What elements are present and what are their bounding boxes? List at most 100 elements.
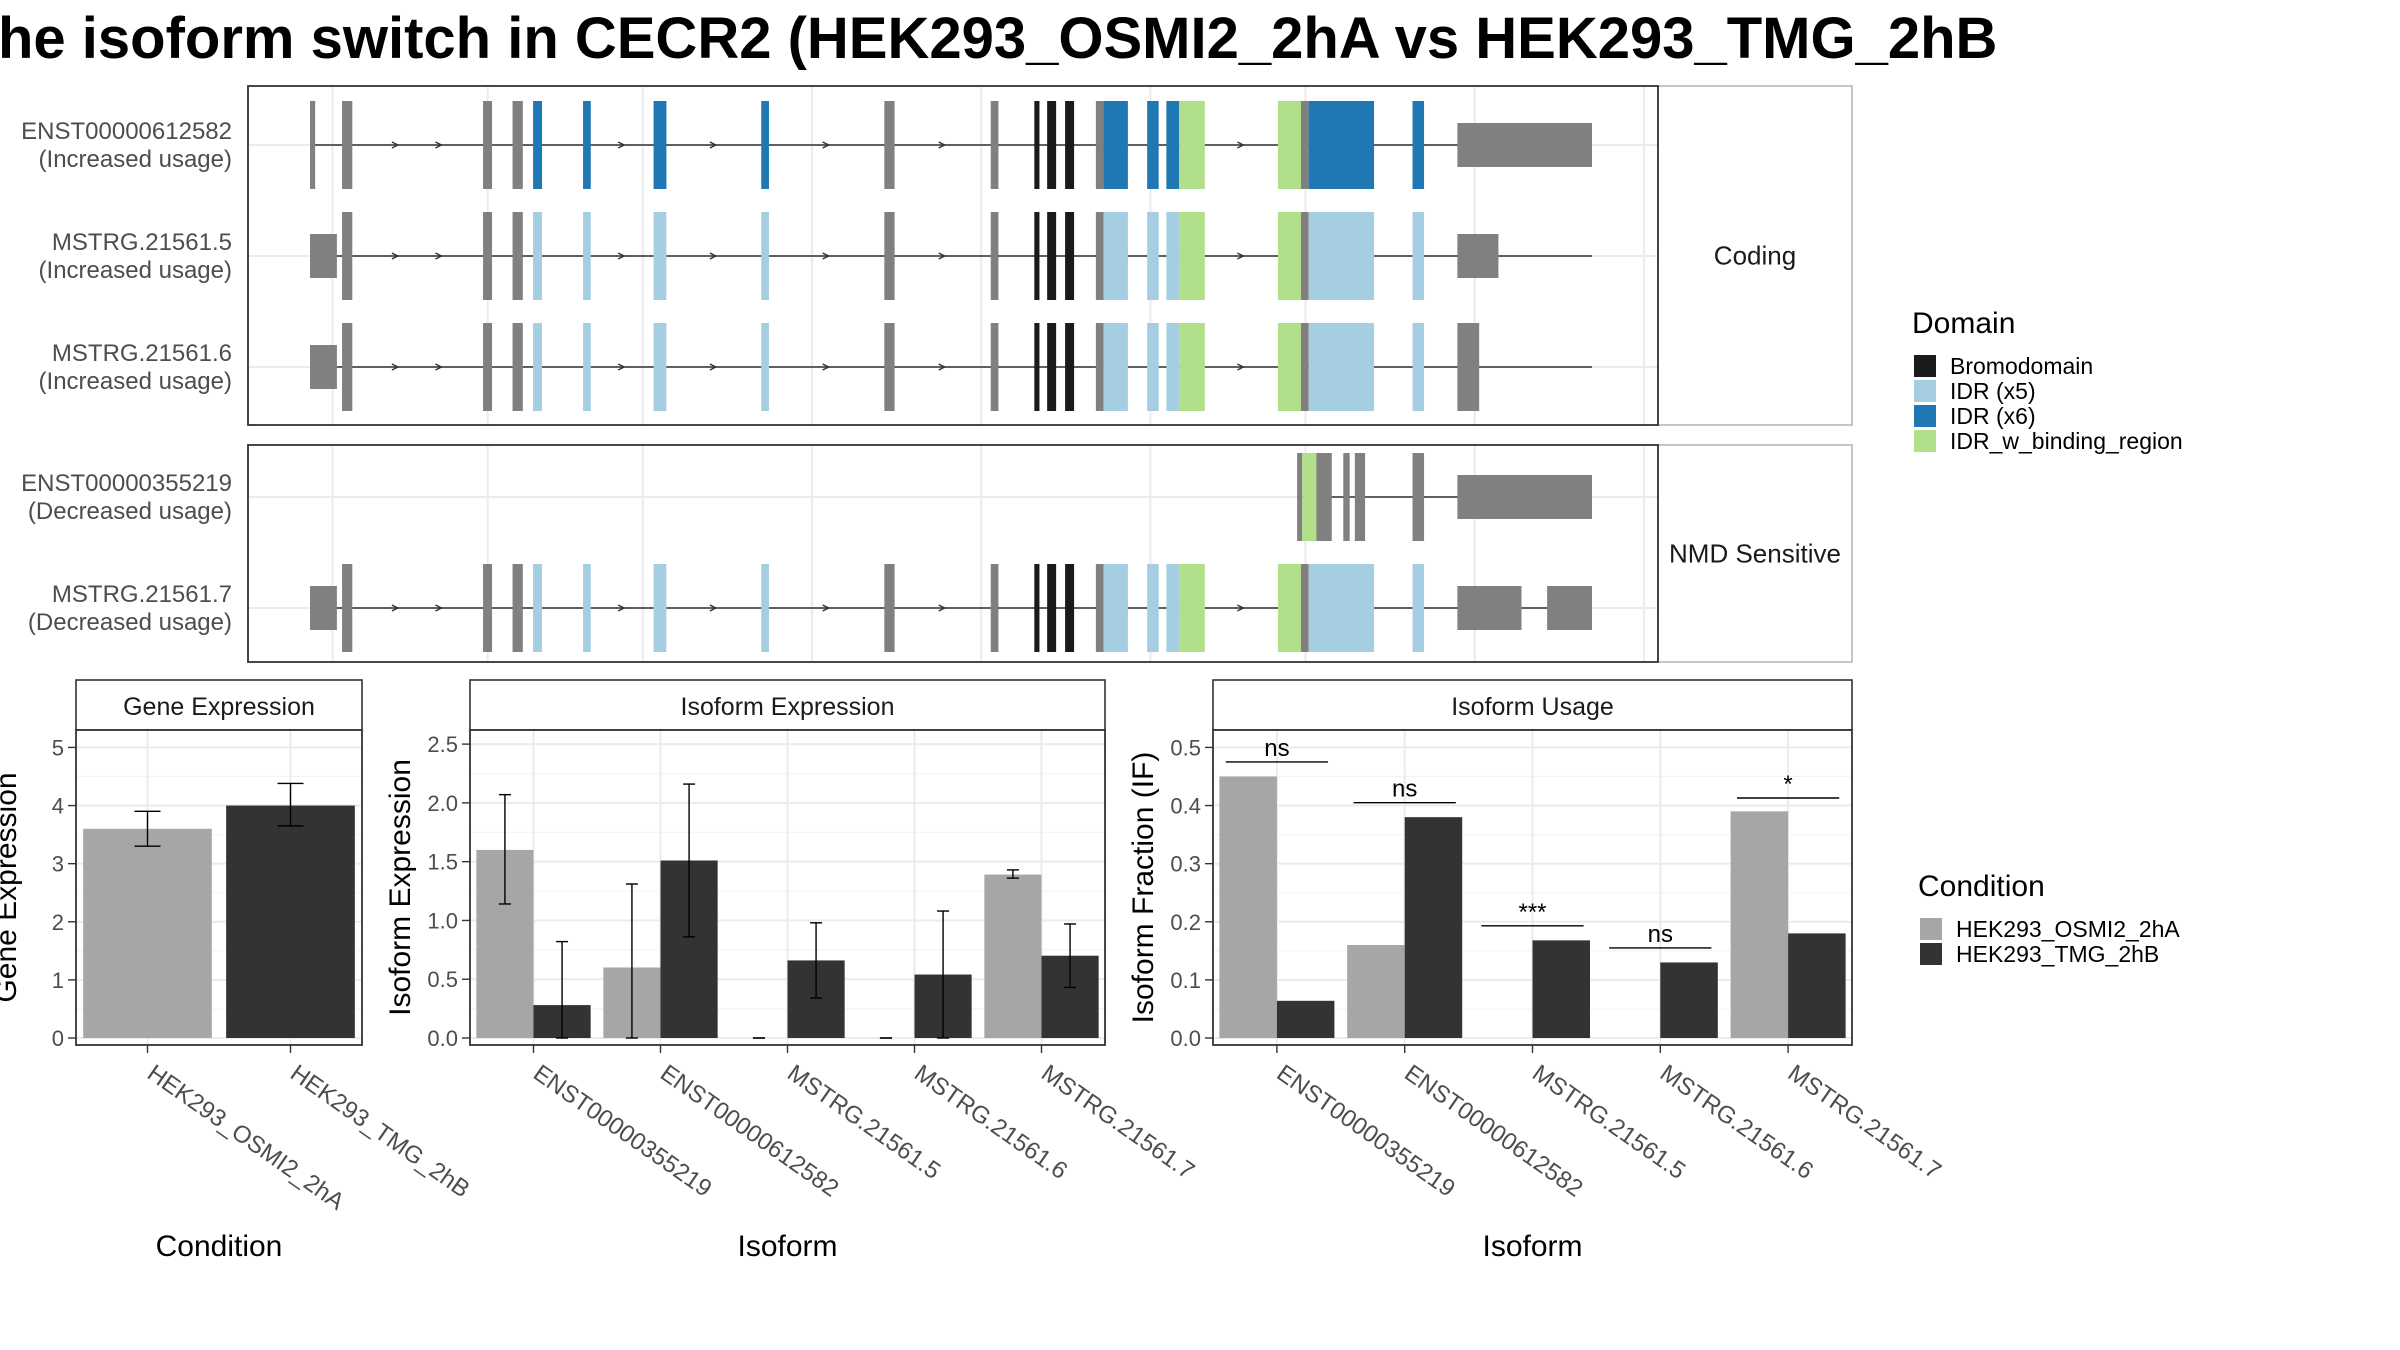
chart-title: Gene Expression xyxy=(123,693,315,721)
bromodomain-domain-block xyxy=(1034,323,1040,411)
exon-block xyxy=(884,101,895,189)
idr5-domain-block xyxy=(533,323,543,411)
chart-strip xyxy=(469,679,1106,731)
idr6-domain-block xyxy=(583,101,591,189)
idr5-domain-block xyxy=(1166,212,1180,300)
bromodomain-domain-block xyxy=(1047,564,1057,652)
y-tick-label: 1.5 xyxy=(427,850,458,875)
exon-block xyxy=(1457,586,1522,630)
exon-block xyxy=(1095,101,1104,189)
idr_bind-domain-block xyxy=(1179,323,1205,411)
significance-label: ns xyxy=(1648,921,1673,948)
bar-HEK293_TMG_2hB-MSTRG.21561.6 xyxy=(1660,962,1718,1038)
significance-label: ns xyxy=(1392,776,1417,803)
idr_bind-domain-block xyxy=(1179,212,1205,300)
y-axis-title: Isoform Expression xyxy=(384,759,417,1016)
idr5-domain-block xyxy=(653,564,667,652)
bar-HEK293_TMG_2hB xyxy=(226,805,355,1038)
exon-block xyxy=(512,564,523,652)
panel-border xyxy=(247,85,1659,426)
legend-swatch-idr5 xyxy=(1914,380,1936,402)
bar-HEK293_OSMI2_2hA-MSTRG.21561.7 xyxy=(984,874,1042,1038)
exon-block xyxy=(512,323,523,411)
y-tick-label: 5 xyxy=(52,735,64,760)
intron-direction-arrow xyxy=(822,363,831,371)
idr6-domain-block xyxy=(653,101,667,189)
exon-block xyxy=(884,564,895,652)
idr5-domain-block xyxy=(1166,323,1180,411)
exon-block xyxy=(1300,101,1309,189)
intron-direction-arrow xyxy=(1237,141,1245,149)
y-tick-label: 0.4 xyxy=(1170,794,1201,819)
intron-direction-arrow xyxy=(938,141,947,149)
intron-direction-arrow xyxy=(391,363,400,371)
exon-block xyxy=(990,323,999,411)
idr5-domain-block xyxy=(761,564,769,652)
idr5-domain-block xyxy=(1412,212,1425,300)
exon-block xyxy=(1343,453,1350,541)
y-tick-label: 2.0 xyxy=(427,791,458,816)
idr5-domain-block xyxy=(1147,212,1159,300)
exon-block xyxy=(512,101,523,189)
idr5-domain-block xyxy=(1147,564,1159,652)
bromodomain-domain-block xyxy=(1047,212,1057,300)
facet-strip-label: Coding xyxy=(1714,241,1796,271)
idr5-domain-block xyxy=(1412,564,1425,652)
idr5-domain-block xyxy=(583,323,591,411)
domain-legend-label: Bromodomain xyxy=(1950,353,2093,379)
bromodomain-domain-block xyxy=(1034,564,1040,652)
y-tick-label: 0.0 xyxy=(427,1026,458,1051)
intron-direction-arrow xyxy=(617,604,626,612)
plot-border xyxy=(75,729,363,1046)
bromodomain-domain-block xyxy=(1047,101,1057,189)
intron-direction-arrow xyxy=(938,604,947,612)
transcript-name-label: MSTRG.21561.6 xyxy=(52,340,232,367)
y-tick-label: 1.0 xyxy=(427,908,458,933)
bar-HEK293_TMG_2hB-ENST00000612582 xyxy=(1404,817,1463,1038)
legend-swatch-cond1 xyxy=(1920,918,1942,940)
y-tick-label: 0.0 xyxy=(1170,1026,1201,1051)
bar-HEK293_OSMI2_2hA-ENST00000355219 xyxy=(1219,776,1277,1038)
exon-block xyxy=(884,323,895,411)
idr6-domain-block xyxy=(1308,101,1375,189)
idr_bind-domain-block xyxy=(1277,564,1301,652)
condition-legend-title: Condition xyxy=(1918,870,2045,903)
exon-block xyxy=(483,323,493,411)
idr5-domain-block xyxy=(653,323,667,411)
intron-direction-arrow xyxy=(938,252,947,260)
exon-block xyxy=(1300,564,1309,652)
transcript-name-label: ENST00000612582 xyxy=(21,118,232,145)
intron-direction-arrow xyxy=(822,604,831,612)
bar-chart-panels: Gene Expression012345HEK293_OSMI2_2hAHEK… xyxy=(0,679,1946,1263)
idr_bind-domain-block xyxy=(1179,101,1205,189)
exon-block xyxy=(342,212,353,300)
bromodomain-domain-block xyxy=(1065,101,1075,189)
idr5-domain-block xyxy=(1308,212,1375,300)
significance-label: * xyxy=(1783,771,1792,798)
transcript-usage-label: (Decreased usage) xyxy=(28,609,232,636)
intron-direction-arrow xyxy=(822,141,831,149)
idr6-domain-block xyxy=(533,101,543,189)
idr5-domain-block xyxy=(1308,323,1375,411)
exon-block xyxy=(1297,453,1303,541)
x-axis-title: Isoform xyxy=(1482,1230,1582,1263)
idr5-domain-block xyxy=(533,212,543,300)
intron-direction-arrow xyxy=(435,604,444,612)
y-tick-label: 3 xyxy=(52,852,64,877)
transcript-name-label: ENST00000355219 xyxy=(21,470,232,497)
exon-block xyxy=(310,345,337,389)
exon-block xyxy=(512,212,523,300)
condition-legend-label: HEK293_TMG_2hB xyxy=(1956,941,2159,967)
exon-block xyxy=(483,101,493,189)
exon-block xyxy=(1300,323,1309,411)
idr5-domain-block xyxy=(1103,323,1128,411)
intron-direction-arrow xyxy=(938,363,947,371)
chart-panel-0: Gene Expression012345HEK293_OSMI2_2hAHEK… xyxy=(0,679,474,1263)
y-tick-label: 2 xyxy=(52,910,64,935)
exon-block xyxy=(1316,453,1332,541)
